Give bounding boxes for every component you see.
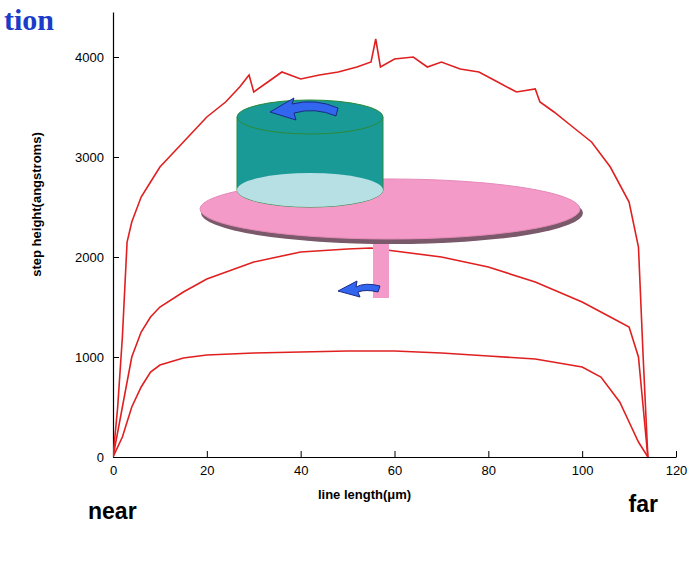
tick: 20 xyxy=(200,451,214,478)
tick-label: 3000 xyxy=(75,150,104,165)
annotation: near xyxy=(88,498,137,524)
tick: 60 xyxy=(388,451,402,478)
lines xyxy=(113,39,648,457)
tick: 80 xyxy=(482,451,496,478)
tick: 120 xyxy=(666,451,688,478)
tick-label: 0 xyxy=(110,463,117,478)
tick-label: 120 xyxy=(666,463,688,478)
tick-label: 60 xyxy=(388,463,402,478)
tick-label: 2000 xyxy=(75,250,104,265)
tick: 100 xyxy=(572,451,594,478)
tick-label: 1000 xyxy=(75,350,104,365)
tick-mark xyxy=(301,451,302,457)
tick: 2000 xyxy=(75,250,119,265)
tick-mark xyxy=(676,451,677,457)
tick: 40 xyxy=(294,451,308,478)
tick-mark xyxy=(395,451,396,457)
plot: 0 20 40 60 80 100 120 0 1000 2000 3000 4000 xyxy=(75,13,687,479)
axis-line xyxy=(113,13,114,458)
y-axis-title: step height(angstroms) xyxy=(29,132,44,276)
x-axis: 0 20 40 60 80 100 120 xyxy=(110,451,687,478)
tick: 3000 xyxy=(75,150,119,165)
tick-label: 40 xyxy=(294,463,308,478)
tick-label: 100 xyxy=(572,463,594,478)
rotation-arrow-top xyxy=(270,98,338,120)
tick-mark xyxy=(488,451,489,457)
tick: 1000 xyxy=(75,350,119,365)
axis-line xyxy=(114,457,677,458)
tick-mark xyxy=(113,257,119,258)
data-line xyxy=(113,39,648,457)
tick-mark xyxy=(113,457,119,458)
tick-mark xyxy=(113,57,119,58)
chart: tion 0 20 40 60 80 100 120 0 1000 2000 3000 4000 line… xyxy=(0,0,698,563)
x-axis-title: line length(μm) xyxy=(318,487,411,502)
illustration xyxy=(200,98,583,298)
carrier-bottom xyxy=(237,173,383,207)
y-axis: 0 1000 2000 3000 4000 xyxy=(75,13,119,465)
data-line xyxy=(113,351,648,457)
tick-label: 20 xyxy=(200,463,214,478)
tick: 4000 xyxy=(75,50,119,65)
tick-label: 0 xyxy=(97,450,104,465)
rotation-arrow-bottom xyxy=(338,281,380,297)
tick-mark xyxy=(207,451,208,457)
tick-mark xyxy=(113,157,119,158)
title: tion xyxy=(4,3,54,36)
tick-label: 4000 xyxy=(75,50,104,65)
tick-mark xyxy=(113,357,119,358)
annotation: far xyxy=(629,491,658,517)
tick-label: 80 xyxy=(482,463,496,478)
tick-mark xyxy=(582,451,583,457)
